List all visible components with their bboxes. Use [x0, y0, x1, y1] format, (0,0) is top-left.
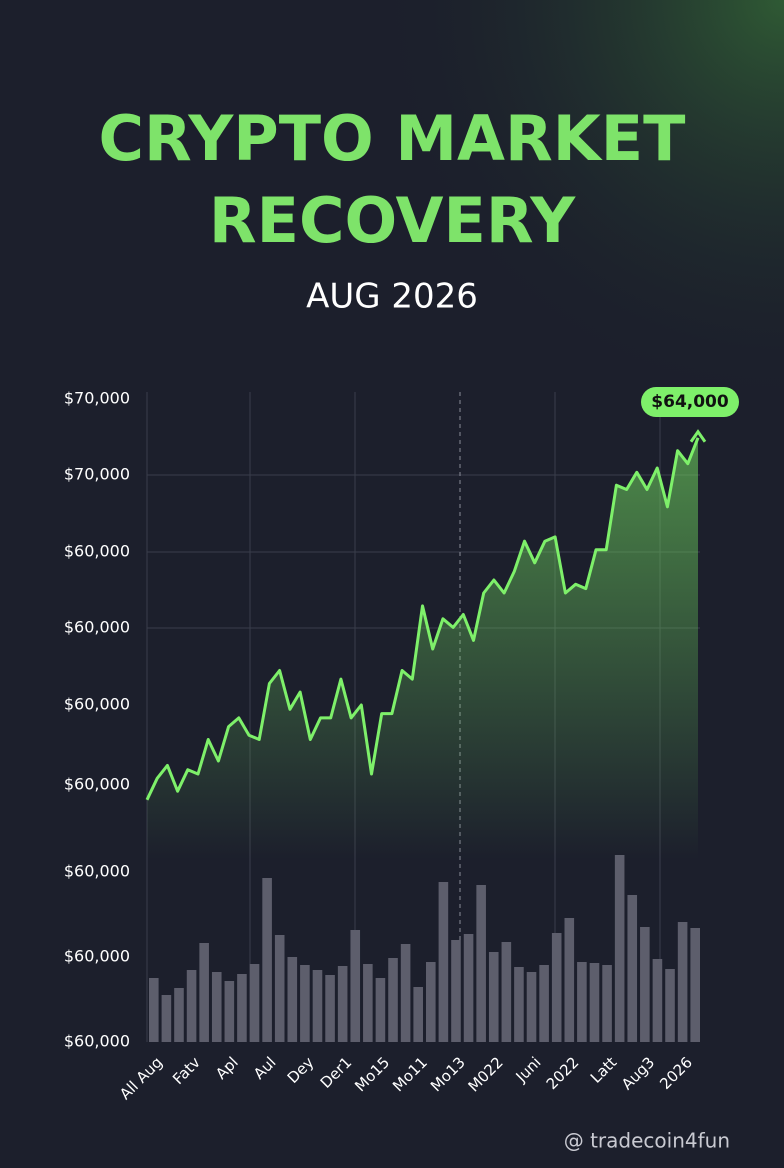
watermark: @ tradecoin4fun	[564, 1129, 730, 1153]
y-label: $70,000	[64, 465, 130, 484]
y-label: $60,000	[64, 947, 130, 966]
y-label: $60,000	[64, 542, 130, 561]
arrow-head	[689, 429, 707, 443]
annotation-box	[641, 387, 739, 417]
y-label: $60,000	[64, 775, 130, 794]
price-line	[145, 437, 700, 801]
title: RECOVERY	[209, 184, 576, 257]
y-label: $60,000	[64, 618, 130, 637]
annotation: $64,000	[651, 392, 729, 412]
area	[147, 437, 698, 1042]
y-label: $60,000	[64, 862, 130, 881]
y-label: $60,000	[64, 695, 130, 714]
y-label: $60,000	[64, 1032, 130, 1051]
title: CRYPTO MARKET	[99, 102, 686, 175]
subtitle: AUG 2026	[306, 277, 478, 317]
y-label: $70,000	[64, 389, 130, 408]
